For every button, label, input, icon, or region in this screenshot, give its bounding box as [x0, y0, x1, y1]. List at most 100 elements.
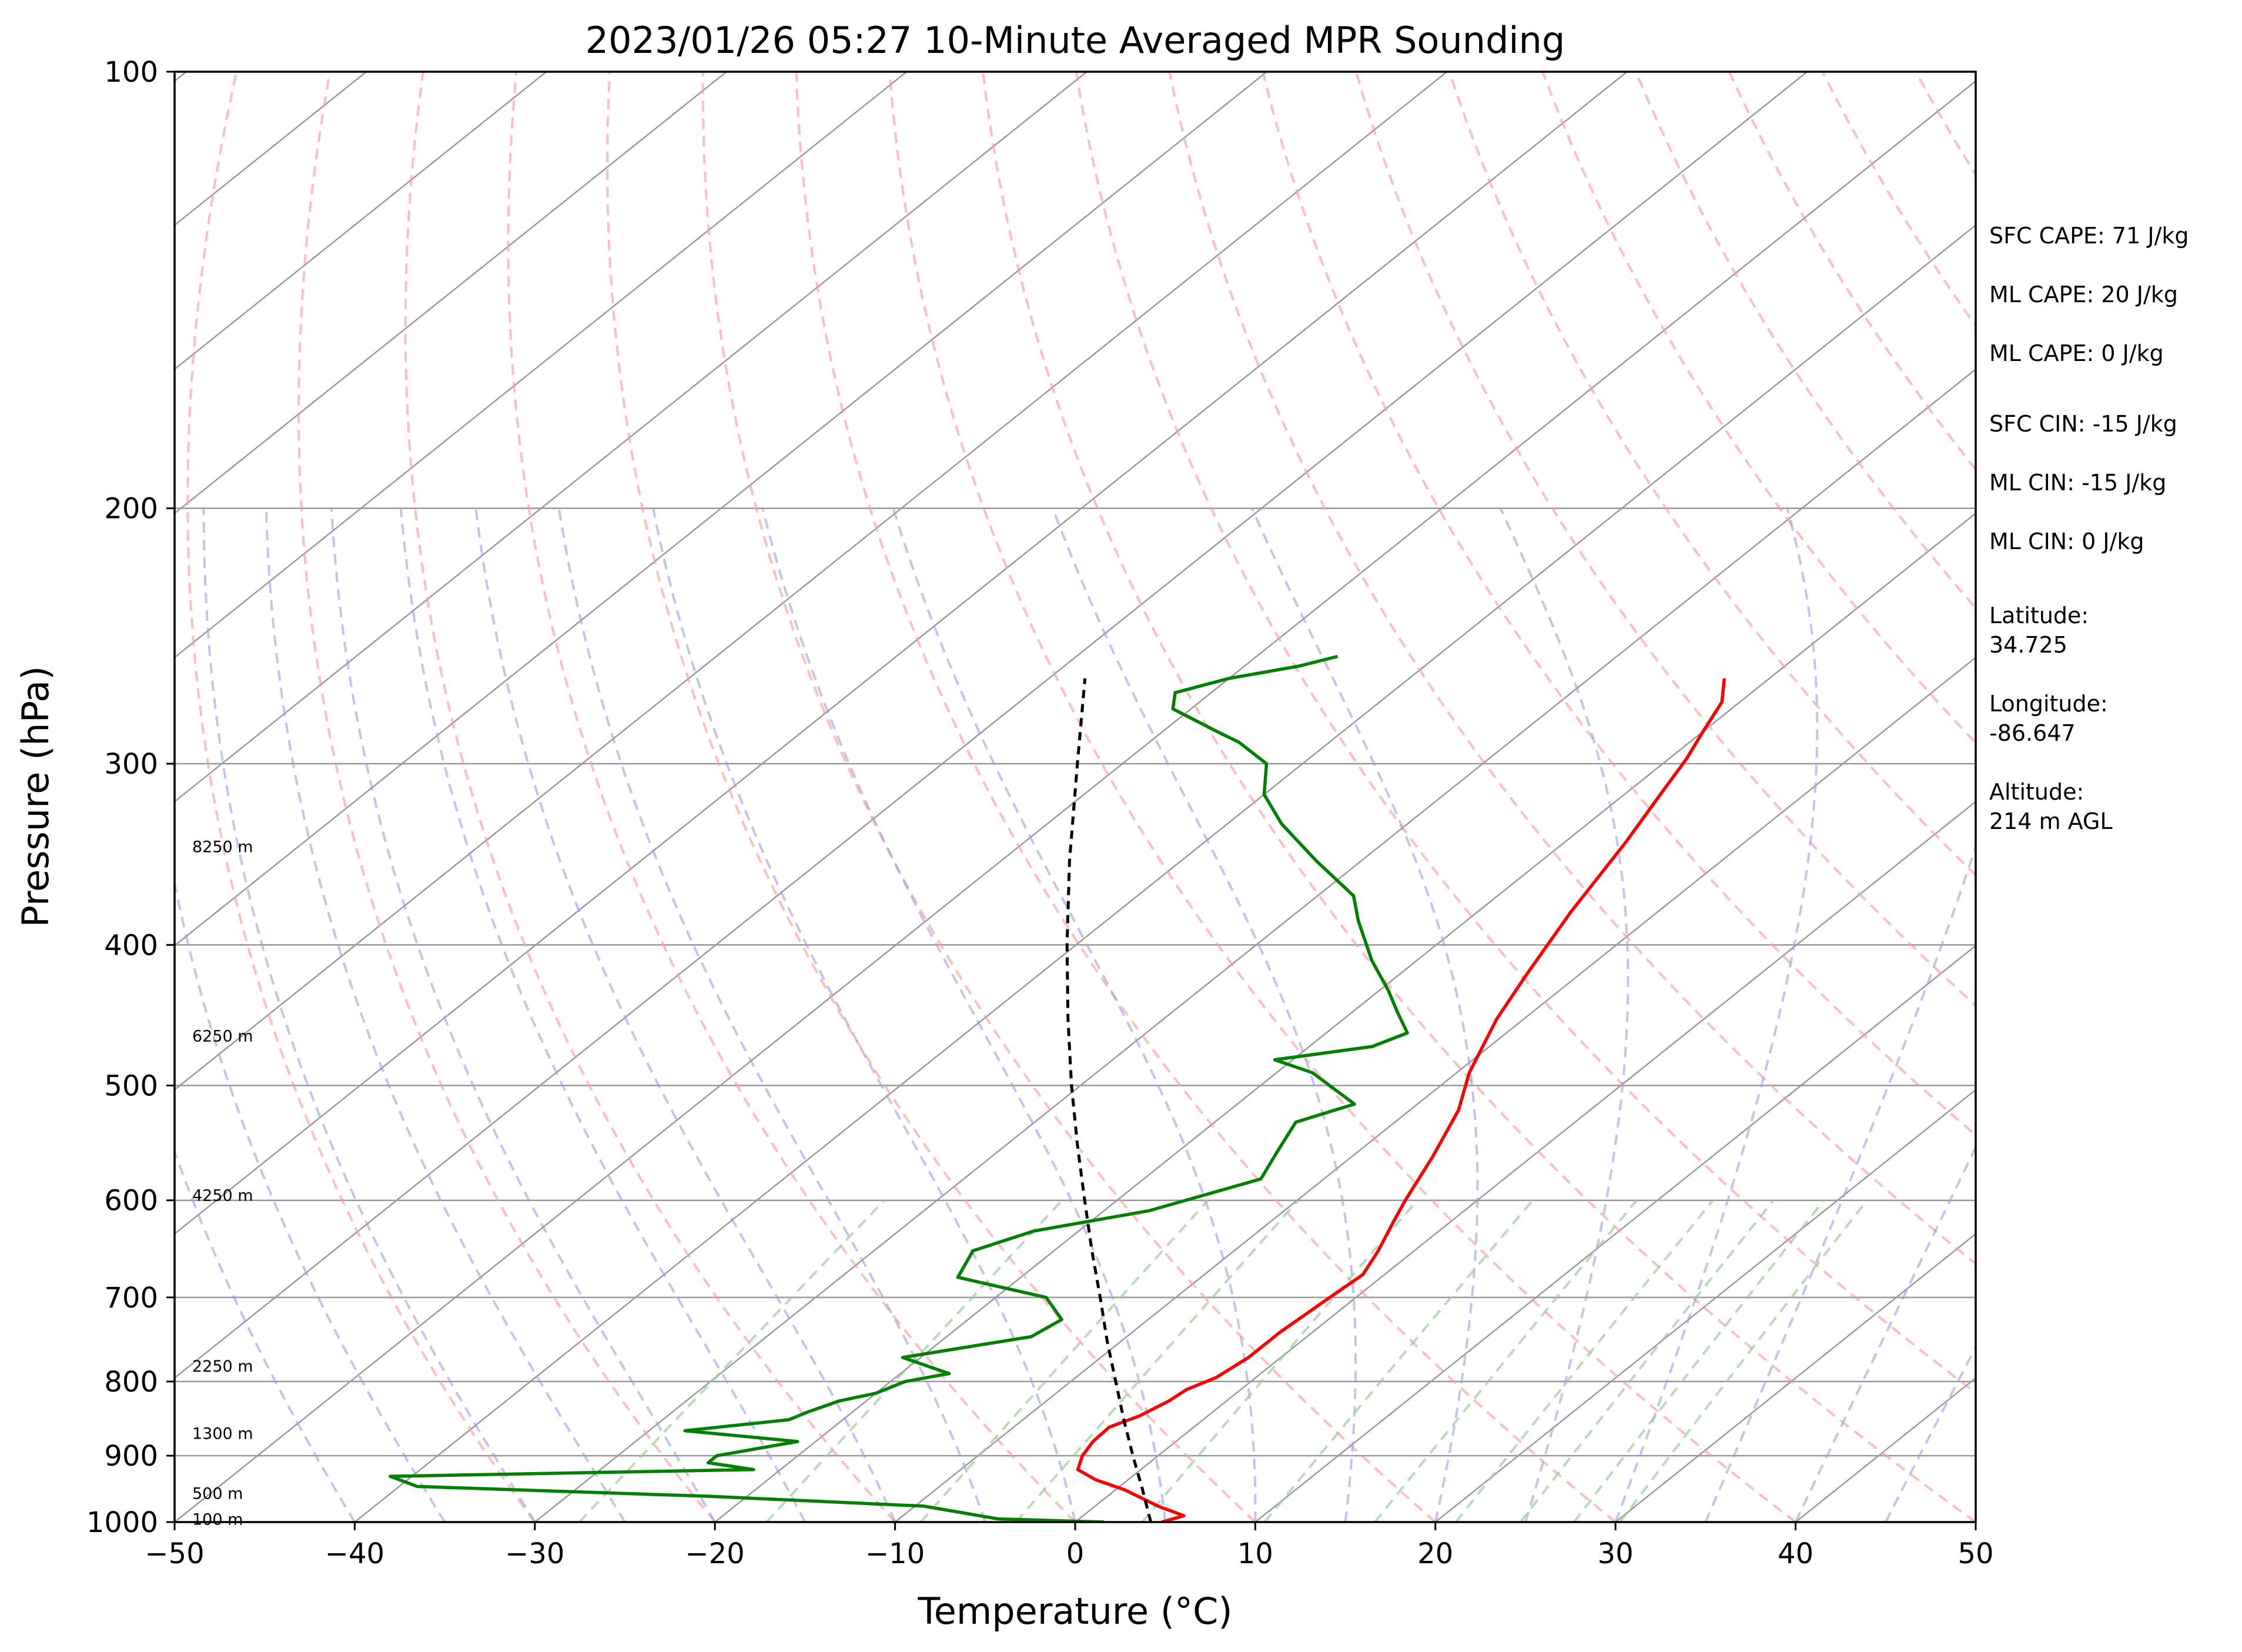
y-tick-label: 300	[104, 748, 158, 781]
parcel-path-line	[1065, 678, 1153, 1522]
isotherm-line	[175, 80, 1976, 1522]
height-label: 8250 m	[192, 838, 253, 856]
x-tick-label: −50	[145, 1537, 204, 1570]
dry-adiabat-line	[982, 72, 1976, 1522]
isotherm-line	[1254, 944, 1976, 1522]
moist-adiabat-line	[1499, 507, 1629, 1522]
altitude-value: 214 m AGL	[1989, 808, 2113, 834]
ml-cin-text: ML CIN: -15 J/kg	[1989, 470, 2166, 496]
isotherm-line	[175, 72, 1267, 947]
info-panel: SFC CAPE: 71 J/kg ML CAPE: 20 J/kg ML CA…	[1989, 223, 2189, 834]
y-tick-label: 700	[104, 1282, 158, 1315]
isotherm-line	[354, 224, 1976, 1522]
height-label: 2250 m	[192, 1357, 253, 1376]
moist-adiabat-line	[761, 508, 1167, 1522]
isotherm-line	[534, 368, 1976, 1522]
moist-adiabat-line	[1614, 508, 1819, 1522]
dry-adiabat-line	[1168, 72, 1976, 1266]
moist-adiabat-line	[1704, 843, 1976, 1522]
x-tick-label: −10	[865, 1537, 925, 1570]
dry-adiabat-line	[507, 72, 1076, 1522]
moist-adiabat-line	[1250, 507, 1479, 1522]
x-tick-label: 0	[1066, 1537, 1085, 1570]
dry-adiabat-line	[1354, 72, 1976, 1008]
y-tick-label: 600	[104, 1185, 158, 1218]
moist-adiabat-line	[330, 508, 716, 1522]
dry-adiabat-line	[1448, 72, 1976, 877]
latitude-label: Latitude:	[1989, 603, 2089, 628]
longitude-value: -86.647	[1989, 720, 2076, 746]
y-tick-label: 1000	[86, 1506, 158, 1539]
y-tick-label: 200	[104, 493, 158, 526]
y-axis-ticks: 1000 900 800 700 600 500 400 300 200 100	[86, 56, 175, 1539]
y-tick-label: 900	[104, 1440, 158, 1473]
dry-adiabat-line	[2196, 72, 2242, 1522]
background-lines	[0, 72, 2242, 1522]
moist-adiabat-line	[265, 508, 626, 1522]
altitude-label: Altitude:	[1989, 779, 2084, 805]
isotherm-line	[1615, 1233, 1976, 1522]
dry-adiabat-line	[186, 72, 536, 1522]
isotherm-line	[0, 72, 6, 1522]
data-lines	[389, 654, 1726, 1522]
dry-adiabat-line	[1261, 72, 1976, 1137]
longitude-label: Longitude:	[1989, 691, 2108, 717]
ml-cin-zero-text: ML CIN: 0 J/kg	[1989, 529, 2144, 554]
isotherm-line	[175, 72, 727, 514]
latitude-value: 34.725	[1989, 632, 2067, 658]
temperature-profile-line	[1076, 678, 1726, 1522]
chart-title: 2023/01/26 05:27 10-Minute Averaged MPR …	[585, 19, 1565, 62]
dry-adiabat-line	[701, 72, 1437, 1522]
mixing-ratio-line	[578, 1199, 885, 1522]
height-label: 100 m	[192, 1511, 243, 1529]
x-tick-label: 20	[1417, 1537, 1453, 1570]
dry-adiabat-line	[605, 72, 1256, 1522]
mixing-ratio-line	[1455, 1199, 1714, 1522]
mixing-ratio-line	[919, 1199, 1209, 1522]
height-label: 1300 m	[192, 1424, 253, 1443]
x-axis-label: Temperature (°C)	[917, 1590, 1232, 1633]
dry-adiabat-line	[1541, 72, 1976, 745]
isotherm-line	[175, 72, 1087, 803]
moist-adiabat-line	[1885, 1345, 1976, 1522]
isotherm-line	[1435, 1089, 1976, 1522]
isotherm-line	[1075, 800, 1976, 1522]
y-tick-label: 800	[104, 1366, 158, 1399]
x-tick-label: −30	[505, 1537, 564, 1570]
moist-adiabat-line	[1052, 507, 1357, 1522]
moist-adiabat-line	[1794, 1145, 1976, 1522]
dry-adiabat-line	[297, 72, 716, 1522]
mixing-ratio-line	[1619, 1199, 1868, 1522]
dry-adiabat-line	[1635, 72, 1976, 610]
isotherm-line	[175, 72, 1808, 1379]
dry-adiabat-line	[1821, 72, 1976, 328]
x-tick-label: 10	[1237, 1537, 1273, 1570]
isotherm-line	[175, 72, 1628, 1235]
x-axis-ticks: −50 −40 −30 −20 −10 0 10 20 30 40 50	[145, 1522, 1994, 1570]
mixing-ratio-line	[1374, 1199, 1638, 1522]
ml-cape-zero-text: ML CAPE: 0 J/kg	[1989, 340, 2164, 366]
mixing-ratio-line	[1573, 1199, 1825, 1522]
mixing-ratio-line	[1141, 1199, 1418, 1522]
moist-adiabat-line	[557, 508, 986, 1522]
x-tick-label: 30	[1598, 1537, 1634, 1570]
moist-adiabat-line	[175, 877, 446, 1522]
y-tick-label: 400	[104, 929, 158, 962]
moist-adiabat-line	[202, 508, 536, 1522]
height-label: 500 m	[192, 1485, 243, 1503]
x-tick-label: 40	[1778, 1537, 1813, 1570]
x-tick-label: −20	[685, 1537, 745, 1570]
dry-adiabat-line	[888, 72, 1796, 1522]
moist-adiabat-line	[399, 508, 807, 1522]
isotherm-line	[894, 656, 1976, 1522]
dry-adiabat-line	[1075, 72, 1976, 1394]
dry-adiabat-line	[404, 72, 896, 1522]
height-labels: 100 m 500 m 1300 m 2250 m 4250 m 6250 m 8250 m	[192, 838, 253, 1529]
moist-adiabat-line	[892, 508, 1257, 1522]
moist-adiabat-line	[175, 1148, 356, 1522]
dewpoint-profile-line	[389, 654, 1409, 1522]
height-label: 6250 m	[192, 1028, 253, 1046]
x-tick-label: −40	[325, 1537, 384, 1570]
isotherm-line	[175, 72, 1448, 1091]
